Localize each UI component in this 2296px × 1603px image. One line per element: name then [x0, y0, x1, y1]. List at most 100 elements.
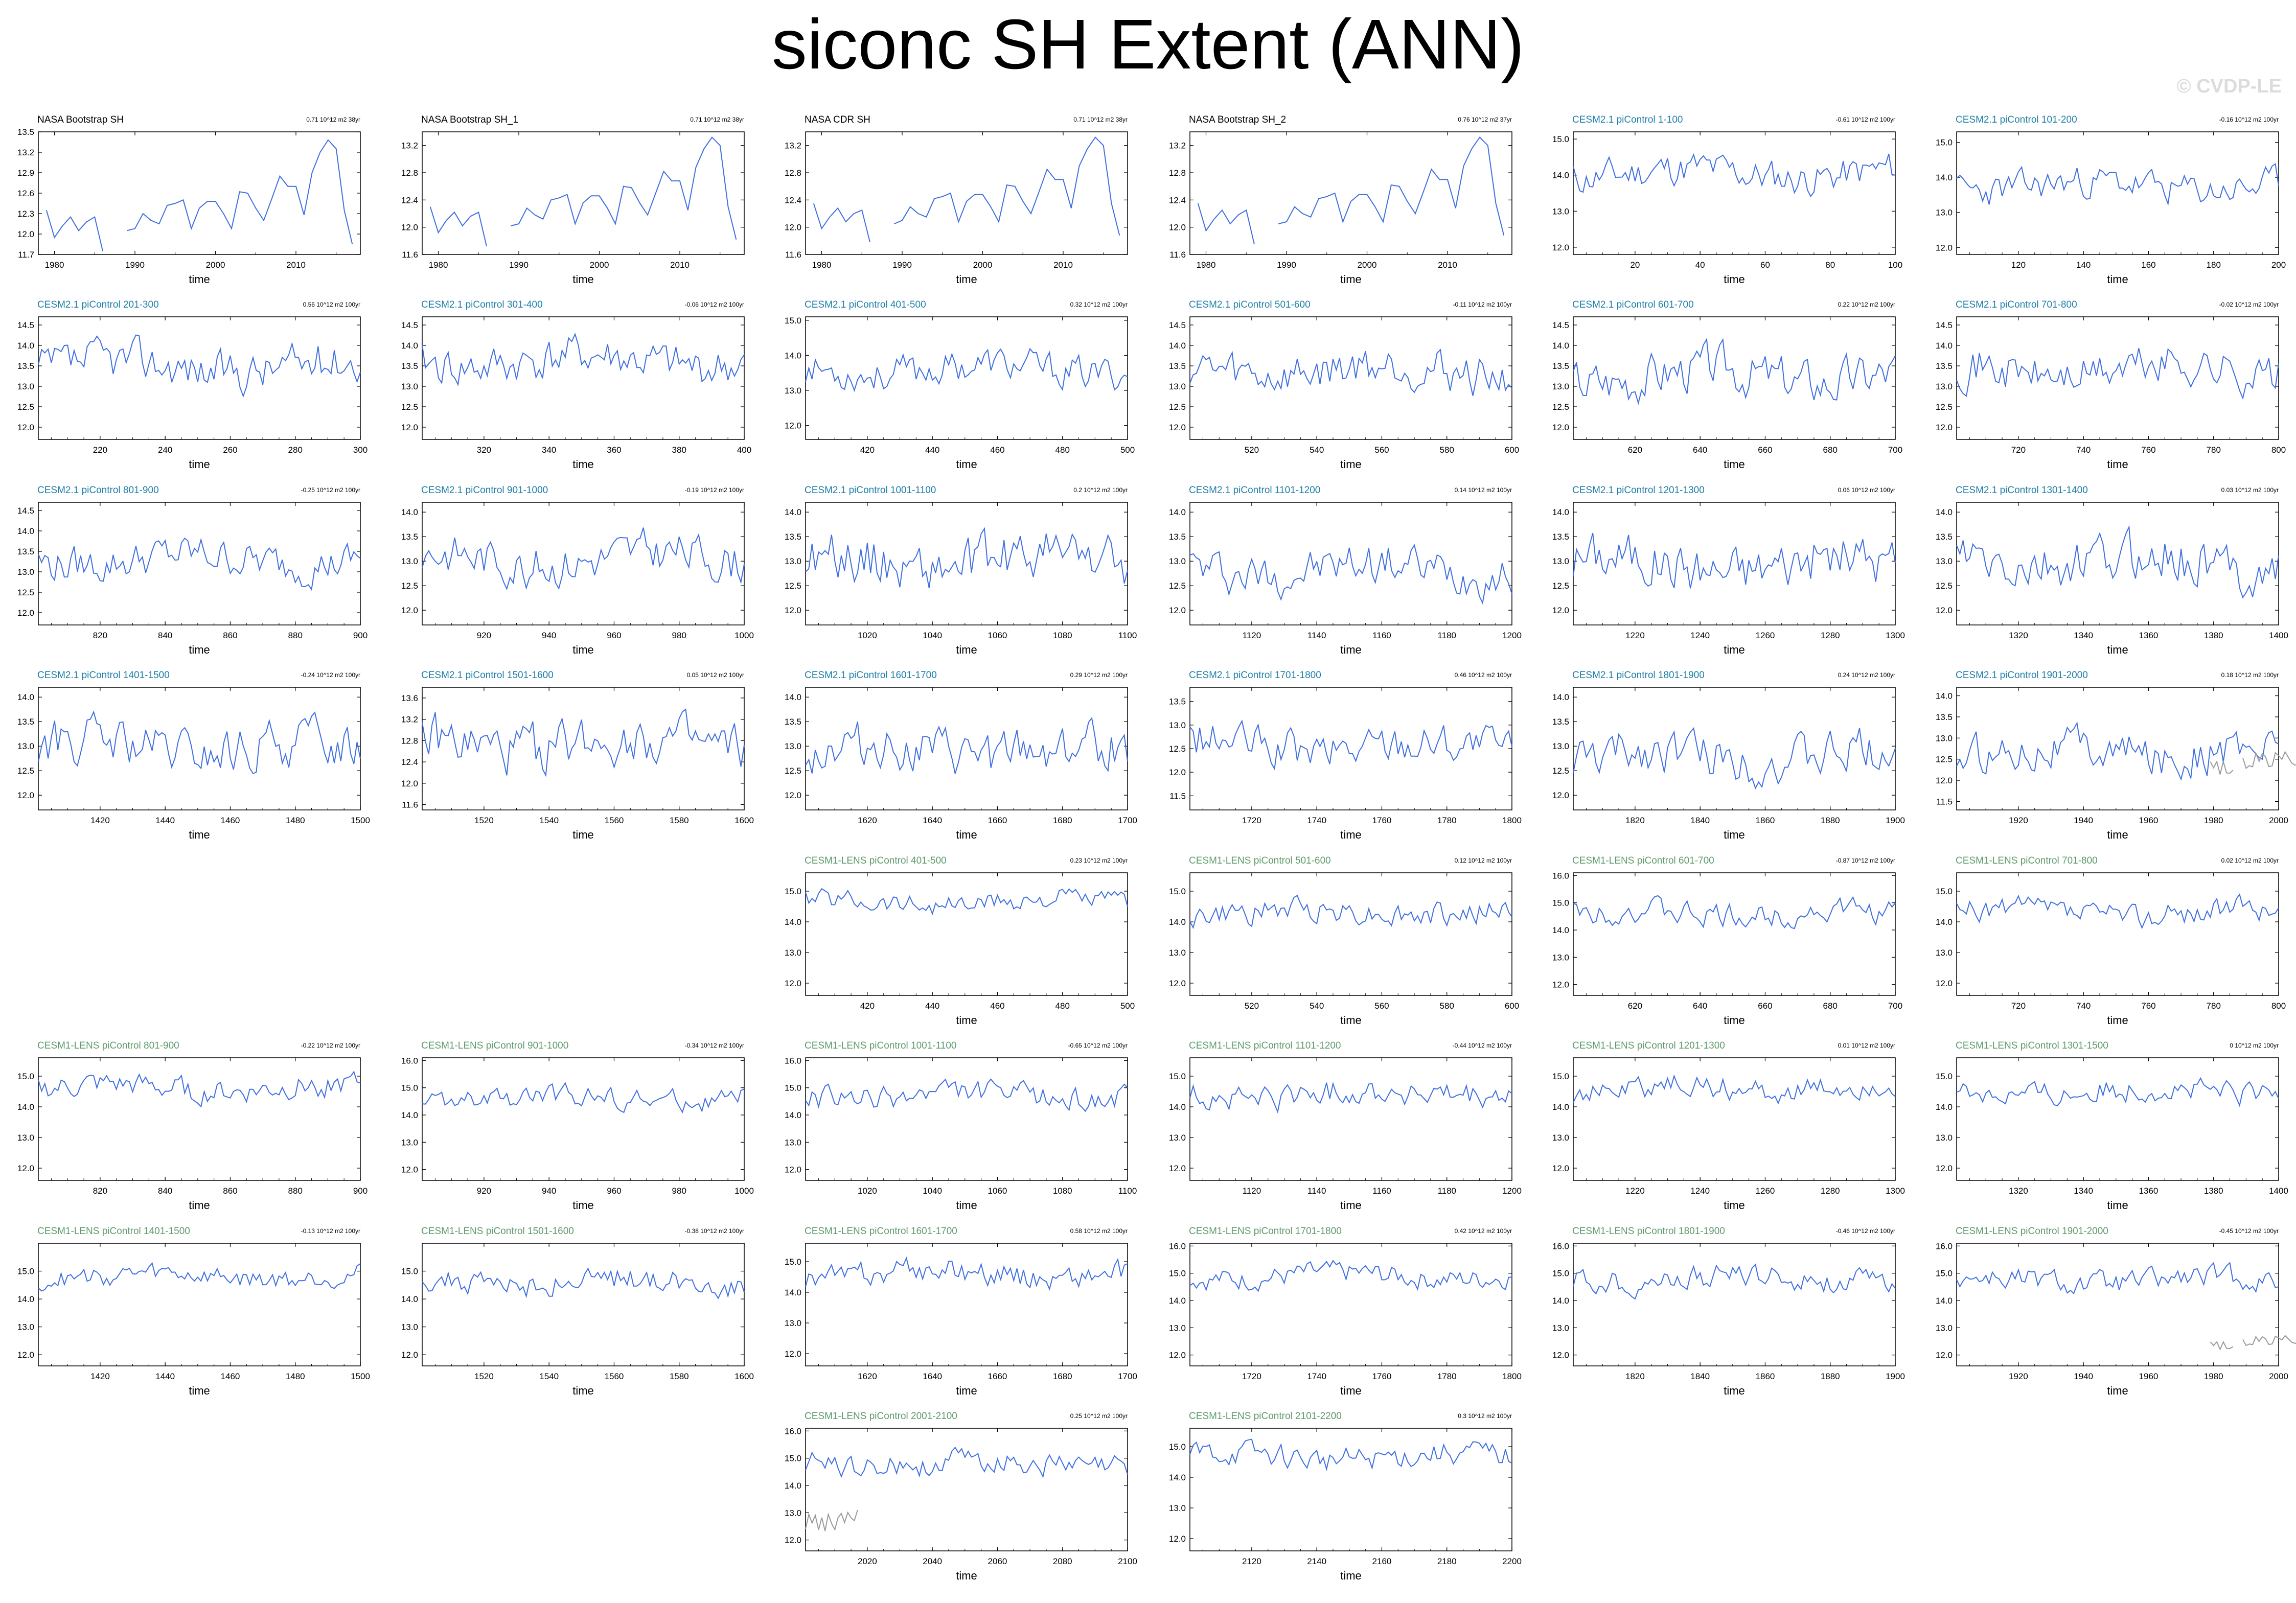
x-tick-label: 1990: [509, 260, 529, 270]
x-tick-label: 320: [477, 445, 491, 455]
x-tick-label: 60: [1760, 260, 1770, 270]
x-tick-label: 40: [1695, 260, 1705, 270]
trend-label: -0.02 10^12 m2 100yr: [2219, 301, 2279, 308]
x-axis-label: time: [956, 1384, 977, 1397]
y-tick-label: 12.4: [1169, 195, 1186, 205]
y-tick-label: 16.0: [1552, 871, 1569, 880]
series-line: [1956, 1077, 2279, 1107]
plot-frame: [1189, 1428, 1512, 1551]
chart-panel: NASA CDR SH 0.71 10^12 m2 38yr 1980 1990 200…: [785, 114, 1128, 286]
x-axis-label: time: [2107, 1014, 2128, 1027]
x-tick-label: 240: [158, 445, 172, 455]
x-tick-label: 2080: [1053, 1556, 1072, 1566]
x-tick-label: 800: [2271, 445, 2286, 455]
x-tick-label: 1700: [1118, 1372, 1137, 1381]
x-tick-label: 520: [1245, 445, 1259, 455]
x-tick-label: 2000: [590, 260, 609, 270]
y-tick-label: 12.5: [1552, 581, 1569, 591]
y-tick-label: 14.0: [17, 692, 34, 702]
x-tick-label: 1900: [1886, 1372, 1905, 1381]
y-tick-label: 15.0: [1552, 898, 1569, 908]
trend-label: 0.24 10^12 m2 100yr: [1838, 671, 1895, 679]
obs-overlay-line: [805, 1509, 858, 1531]
trend-label: -0.11 10^12 m2 100yr: [1453, 301, 1512, 308]
x-axis-label: time: [956, 1014, 977, 1027]
y-tick-label: 15.0: [1936, 138, 1953, 148]
panel-title: CESM2.1 piControl 1201-1300: [1572, 485, 1705, 496]
x-tick-label: 1180: [1437, 1186, 1456, 1196]
plot-frame: [38, 131, 361, 255]
y-tick-label: 13.0: [17, 567, 34, 577]
chart-panel: CESM2.1 piControl 401-500 0.32 10^12 m2 1…: [785, 299, 1135, 471]
trend-label: 0.32 10^12 m2 100yr: [1070, 301, 1128, 308]
plot-frame: [422, 1243, 745, 1366]
x-tick-label: 1660: [988, 1372, 1007, 1381]
series-line: [805, 1257, 1128, 1291]
chart-panel: NASA Bootstrap SH_1 0.71 10^12 m2 38yr 198…: [401, 114, 745, 286]
x-tick-label: 1260: [1756, 1186, 1775, 1196]
series-line: [805, 1078, 1128, 1112]
panel-title: CESM2.1 piControl 1801-1900: [1572, 670, 1705, 681]
panel-title: CESM1-LENS piControl 801-900: [37, 1040, 179, 1051]
y-tick-label: 13.5: [1552, 361, 1569, 371]
y-tick-label: 12.5: [1169, 744, 1186, 754]
x-tick-label: 1560: [605, 816, 624, 825]
x-tick-label: 2200: [1502, 1556, 1522, 1566]
plot-frame: [1573, 316, 1896, 440]
y-tick-label: 12.3: [17, 209, 34, 219]
x-tick-label: 1440: [155, 1372, 175, 1381]
x-tick-label: 420: [860, 1001, 875, 1011]
x-tick-label: 1640: [923, 816, 942, 825]
x-tick-label: 1960: [2139, 816, 2159, 825]
panel-title: CESM2.1 piControl 1-100: [1572, 114, 1683, 125]
x-tick-label: 1980: [429, 260, 448, 270]
y-tick-label: 13.0: [1169, 948, 1186, 958]
x-tick-label: 1840: [1690, 1372, 1710, 1381]
x-tick-label: 1440: [155, 816, 175, 825]
trend-label: -0.19 10^12 m2 100yr: [685, 486, 744, 494]
x-tick-label: 2160: [1372, 1556, 1392, 1566]
y-tick-label: 12.5: [401, 402, 418, 412]
y-tick-label: 12.5: [785, 581, 801, 591]
plot-frame: [805, 502, 1128, 625]
x-tick-label: 1940: [2074, 1372, 2093, 1381]
x-tick-label: 1960: [2139, 1372, 2159, 1381]
panel-title: NASA Bootstrap SH_1: [421, 114, 518, 125]
plot-frame: [1956, 131, 2279, 255]
x-tick-label: 2020: [858, 1556, 877, 1566]
trend-label: 0.71 10^12 m2 38yr: [1073, 116, 1128, 123]
y-tick-label: 15.0: [785, 1083, 801, 1093]
y-tick-label: 14.0: [1169, 1473, 1186, 1482]
panel-title: CESM2.1 piControl 1701-1800: [1189, 670, 1321, 681]
series-line: [1189, 544, 1512, 605]
x-tick-label: 680: [1823, 1001, 1838, 1011]
y-tick-label: 16.0: [785, 1056, 801, 1065]
trend-label: 0.42 10^12 m2 100yr: [1455, 1227, 1512, 1235]
x-tick-label: 760: [2141, 1001, 2155, 1011]
panel-title: CESM2.1 piControl 701-800: [1956, 299, 2077, 310]
x-tick-label: 980: [672, 631, 686, 640]
panel-title: CESM1-LENS piControl 701-800: [1956, 855, 2098, 866]
y-tick-label: 15.0: [401, 1267, 418, 1276]
x-tick-label: 1500: [351, 1372, 370, 1381]
trend-label: 0.46 10^12 m2 100yr: [1455, 671, 1512, 679]
y-tick-label: 12.0: [17, 423, 34, 432]
series-line: [1573, 532, 1896, 589]
y-tick-label: 13.0: [1552, 1133, 1569, 1143]
y-tick-label: 12.5: [1936, 581, 1953, 591]
y-tick-label: 13.0: [1936, 1323, 1953, 1333]
x-tick-label: 2040: [923, 1556, 942, 1566]
x-tick-label: 1360: [2139, 631, 2159, 640]
y-tick-label: 14.0: [1936, 507, 1953, 517]
plot-frame: [1956, 502, 2279, 625]
y-tick-label: 11.5: [1169, 791, 1186, 801]
chart-panel: NASA Bootstrap SH 0.71 10^12 m2 38yr 1980 1…: [17, 114, 361, 286]
y-tick-label: 13.0: [401, 382, 418, 391]
x-tick-label: 1080: [1053, 631, 1072, 640]
x-tick-label: 1980: [812, 260, 832, 270]
y-tick-label: 13.5: [785, 532, 801, 542]
y-tick-label: 13.5: [1936, 712, 1953, 722]
y-tick-label: 13.5: [1936, 361, 1953, 371]
x-tick-label: 1460: [221, 1372, 240, 1381]
x-tick-label: 100: [1888, 260, 1902, 270]
